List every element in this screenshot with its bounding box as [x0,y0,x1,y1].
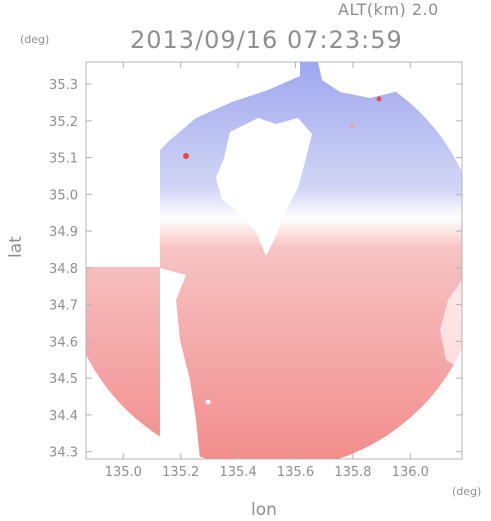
south-west-echo-gap [160,268,200,459]
x-tick-label: 135.4 [220,465,257,480]
y-tick-label: 34.4 [49,409,78,424]
y-tick-label: 34.6 [49,335,78,350]
altitude-label: ALT(km) 2.0 [338,0,439,19]
y-unit-label: (deg) [20,33,50,46]
x-tick-label: 135.8 [334,465,371,480]
y-axis-label: lat [6,236,26,258]
x-tick-label: 135.2 [162,465,199,480]
x-axis: 135.0 135.2 135.4 135.6 135.8 136.0 [105,62,429,480]
echo-speck [350,124,354,128]
radar-field [86,62,462,459]
echo-speck [205,399,211,405]
y-tick-label: 34.5 [49,372,78,387]
x-axis-label: lon [251,500,277,520]
echo-speck [183,153,189,159]
north-echo-gap [216,118,312,256]
north-east-echo-gap [318,62,405,98]
upper-left-empty-region [86,62,160,267]
y-tick-label: 34.7 [49,299,78,314]
x-unit-label: (deg) [452,485,482,498]
north-clear-region [160,62,300,150]
x-tick-label: 135.6 [277,465,314,480]
y-tick-label: 35.3 [49,78,78,93]
x-tick-label: 135.0 [105,465,142,480]
y-tick-label: 35.2 [49,115,78,130]
plot-frame [85,61,463,460]
y-tick-label: 34.3 [49,446,78,461]
y-tick-label: 34.8 [49,262,78,277]
x-tick-label: 136.0 [392,465,429,480]
y-tick-label: 34.9 [49,225,78,240]
east-echo-edge [440,280,462,370]
y-tick-label: 35.1 [49,152,78,167]
chart-title-timestamp: 2013/09/16 07:23:59 [130,26,403,54]
y-axis: 34.3 34.4 34.5 34.6 34.7 34.8 34.9 35.0 35.1 35.2… [49,78,462,461]
echo-speck [376,96,382,102]
y-tick-label: 35.0 [49,188,78,203]
